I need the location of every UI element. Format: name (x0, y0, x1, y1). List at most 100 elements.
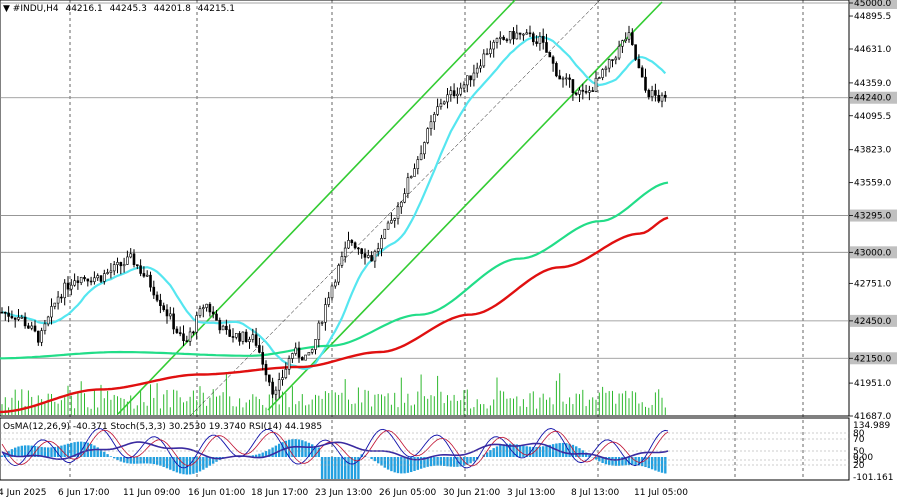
candle-body (241, 331, 245, 342)
candle-body (640, 67, 644, 78)
candle-body (515, 32, 519, 40)
candle-body (373, 251, 377, 262)
candle-body (591, 90, 595, 92)
candle-body (40, 330, 43, 343)
candle-body (277, 379, 281, 391)
candle-body (33, 325, 37, 332)
time-tick-label: 4 Jun 2025 (0, 488, 46, 498)
level-tag (850, 314, 897, 327)
price-tick-label: 44895.5 (854, 12, 891, 22)
candle-body (581, 89, 585, 92)
candle-body (314, 339, 317, 350)
candle-body (66, 282, 70, 290)
candle-body (555, 63, 558, 77)
candle-body (215, 313, 218, 321)
candle-body (403, 193, 406, 203)
candle-body (650, 90, 654, 98)
candle-body (535, 41, 538, 44)
candle-body (479, 65, 482, 69)
candle-body (357, 247, 360, 250)
time-tick-label: 11 Jul 05:00 (634, 488, 688, 498)
time-tick-label: 23 Jun 13:00 (315, 488, 372, 498)
candle-body (300, 357, 304, 361)
time-axis: 4 Jun 2025 6 Jun 17:00 11 Jun 09:00 16 Jun … (0, 488, 688, 498)
candle-body (624, 38, 628, 41)
candle-body (512, 31, 515, 40)
candle-body (545, 42, 548, 53)
candle-body (112, 264, 116, 272)
candle-body (46, 316, 50, 325)
candle-body (23, 316, 27, 327)
candle-body (439, 103, 443, 108)
candle-body (502, 36, 505, 40)
price-axis: 45000.0 44895.5 44631.0 44359.0 44240.0 44095… (0, 0, 897, 483)
time-tick-label: 6 Jun 17:00 (58, 488, 110, 498)
candle-body (614, 57, 618, 61)
candle-body (50, 306, 53, 318)
candle-body (132, 253, 136, 265)
oscillator-window (0, 428, 669, 479)
candle-body (406, 177, 410, 194)
candle-body (198, 308, 202, 316)
candle-body (558, 75, 562, 80)
candle-body (13, 317, 17, 320)
candle-body (202, 307, 205, 310)
candle-body (152, 286, 156, 296)
candle-body (261, 352, 265, 365)
candle-body (426, 128, 430, 143)
candle-body (159, 299, 162, 306)
candle-body (149, 274, 152, 288)
candle-body (621, 40, 624, 47)
candle-body (508, 31, 512, 41)
candle-body (129, 253, 132, 258)
candle-body (446, 94, 449, 103)
candle-body (63, 282, 67, 299)
candle-body (634, 44, 637, 60)
candle-body (522, 33, 525, 36)
candle-body (103, 273, 106, 282)
osc-tick-label: 0.00 (853, 453, 873, 463)
candle-body (155, 294, 159, 301)
candle-body (17, 317, 20, 320)
candle-body (142, 273, 146, 277)
price-tick-label: 44240.0 (854, 94, 891, 104)
candle-body (7, 312, 10, 317)
candle-body (60, 296, 63, 299)
candle-body (79, 277, 83, 283)
candle-body (211, 311, 215, 315)
candle-body (238, 333, 241, 342)
candle-body (165, 309, 169, 317)
candle-body (637, 59, 641, 69)
candle-body (588, 90, 591, 93)
candle-body (304, 354, 307, 361)
candle-body (254, 334, 258, 346)
candle-body (119, 262, 123, 267)
candle-body (343, 247, 347, 257)
candle-body (604, 67, 608, 70)
candle-body (99, 275, 103, 282)
channel-upper-line (117, 0, 516, 415)
price-tick-label: 44359.0 (854, 79, 891, 89)
candle-body (413, 168, 416, 177)
volume-bars (1, 372, 666, 415)
candle-body (178, 332, 182, 335)
candle-body (584, 91, 588, 93)
price-tick-label: 44631.0 (854, 45, 891, 55)
candle-body (627, 32, 631, 40)
candle-body (393, 218, 397, 221)
candle-body (571, 79, 575, 94)
candle-body (208, 303, 212, 313)
candle-body (472, 72, 476, 81)
candle-body (531, 33, 535, 43)
time-tick-label: 26 Jun 05:00 (379, 488, 436, 498)
level-tag (850, 91, 897, 104)
header-close: 44215.1 (198, 4, 235, 14)
candle-body (663, 94, 667, 98)
candle-body (188, 331, 192, 342)
candle-body (271, 381, 274, 395)
candle-body (294, 347, 298, 354)
candle-body (248, 339, 251, 343)
header-low: 44201.8 (154, 4, 191, 14)
candle-body (172, 313, 175, 330)
